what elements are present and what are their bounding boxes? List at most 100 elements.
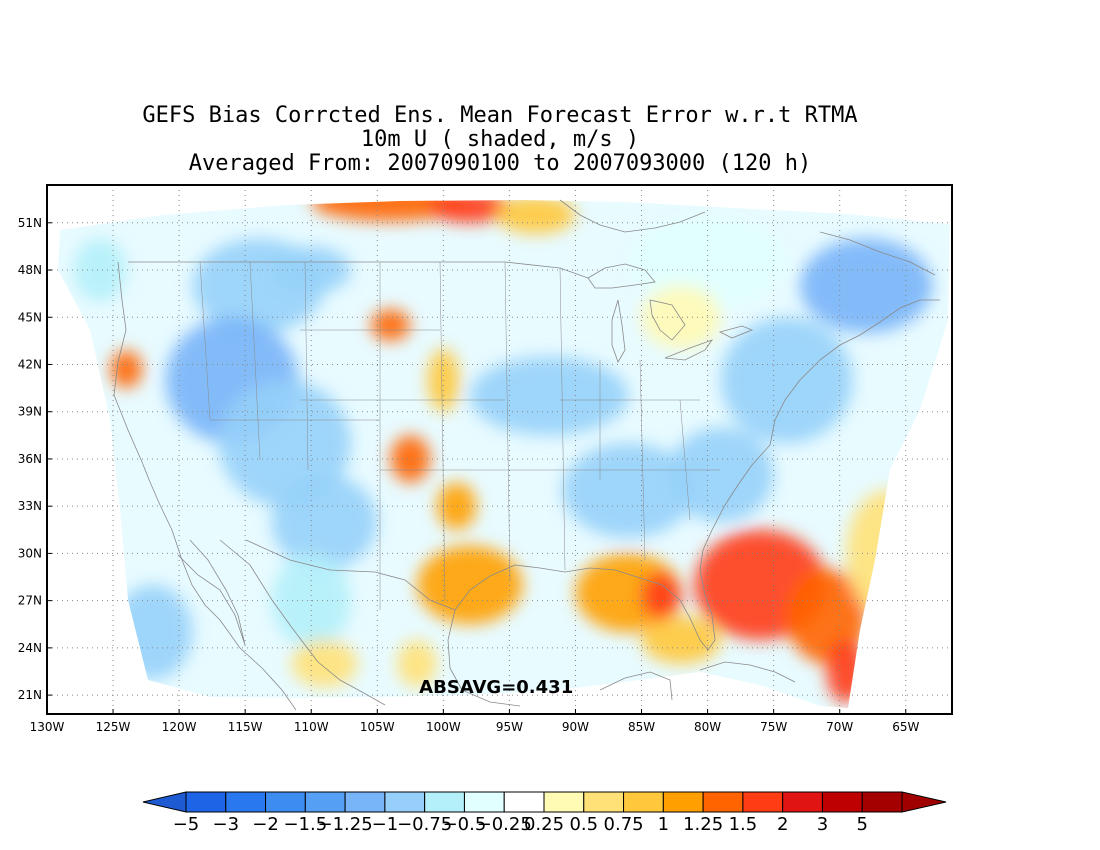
colorbar-swatch-6 [424, 791, 465, 813]
colorbar-label-17: 5 [856, 814, 867, 835]
lat-tick-9: 48N [18, 263, 42, 277]
colorbar-label-7: −0.5 [443, 814, 487, 835]
colorbar-swatch-16 [821, 791, 863, 813]
title-line-2: 10m U ( shaded, m/s ) [360, 127, 640, 152]
yucatan [599, 671, 673, 701]
colorbar-label-11: 0.75 [604, 814, 644, 835]
colorbar-swatch-13 [702, 791, 744, 813]
lat-tick-8: 45N [18, 310, 42, 324]
field-region-28 [641, 616, 721, 664]
cuba [699, 661, 796, 683]
field-region-18 [397, 640, 437, 688]
colorbar-label-1: −3 [213, 814, 240, 835]
lat-tick-2: 27N [18, 594, 42, 608]
colorbar-label-8: −0.25 [477, 814, 532, 835]
colorbar-swatch-15 [782, 791, 823, 813]
mexico-pacific [317, 661, 386, 706]
field-region-21 [667, 427, 774, 522]
field-region-0 [311, 200, 470, 222]
colorbar-label-16: 3 [817, 814, 828, 835]
colorbar: −5 −3 −2 −1.5−1.25−1−0.75−0.5−0.250.25 0.5 0.… [142, 791, 947, 835]
latitude-axis: 21N 24N 27N 30N 33N 36N 39N 42N 45N 48N 51N [18, 216, 52, 702]
lat-tick-7: 42N [18, 357, 42, 371]
lat-tick-5: 36N [18, 452, 42, 466]
colorbar-swatch-2 [265, 791, 306, 813]
atlantic-coast [711, 299, 940, 531]
lon-tick-5: 105W [360, 720, 395, 734]
colorbar-label-15: 2 [777, 814, 788, 835]
colorbar-label-9: 0.25 [524, 814, 564, 835]
lon-tick-8: 90W [562, 720, 589, 734]
lon-tick-13: 65W [892, 720, 919, 734]
field-region-8 [271, 474, 378, 570]
colorbar-swatch-8 [503, 791, 545, 813]
field-region-13 [390, 435, 431, 483]
lon-tick-9: 85W [628, 720, 655, 734]
colorbar-swatch-9 [543, 791, 585, 813]
colorbar-swatch-1 [225, 791, 267, 813]
lon-tick-10: 80W [694, 720, 721, 734]
field-region-23 [800, 238, 933, 333]
colorbar-label-2: −2 [252, 814, 279, 835]
lon-tick-2: 120W [162, 720, 197, 734]
lat-tick-0: 21N [18, 688, 42, 702]
border-us-mexico [245, 539, 456, 611]
lon-tick-12: 70W [826, 720, 853, 734]
lat-tick-4: 33N [18, 499, 42, 513]
colorbar-swatch-3 [304, 791, 346, 813]
field-region-17 [291, 640, 358, 688]
colorbar-swatch-4 [344, 791, 386, 813]
title-line-1: GEFS Bias Corrcted Ens. Mean Forecast Er… [142, 103, 858, 128]
lon-tick-6: 100W [426, 720, 461, 734]
field-region-20 [562, 443, 695, 538]
colorbar-swatch-11 [623, 791, 664, 813]
colorbar-swatch-7 [463, 791, 505, 813]
colorbar-label-4: −1.25 [318, 814, 373, 835]
absavg-annotation: ABSAVG=0.431 [419, 677, 573, 698]
lat-tick-6: 39N [18, 405, 42, 419]
colorbar-label-14: 1.5 [729, 814, 758, 835]
field-region-16 [416, 545, 523, 625]
field-region-30 [786, 569, 867, 664]
lon-tick-3: 115W [228, 720, 263, 734]
lon-tick-4: 110W [294, 720, 329, 734]
lake-huron [649, 299, 686, 341]
lake-erie [664, 339, 714, 361]
field-region-25 [641, 285, 721, 349]
colorbar-label-12: 1 [658, 814, 669, 835]
lake-superior [587, 263, 656, 289]
lon-tick-1: 125W [96, 720, 131, 734]
map-frame [46, 184, 953, 715]
canada-east [819, 231, 936, 276]
field-region-15 [436, 482, 477, 530]
longitude-axis: 130W 125W 120W 115W 110W 105W 100W 95W 90W 85W 80W… [30, 709, 919, 734]
field-region-3 [73, 238, 127, 302]
colorbar-swatch-14 [742, 791, 784, 813]
colorbar-swatch-0 [185, 791, 227, 813]
lon-tick-7: 95W [496, 720, 523, 734]
lake-michigan [611, 299, 626, 363]
mexico-gulf-coast [447, 609, 521, 707]
colorbar-label-10: 0.5 [569, 814, 598, 835]
lon-tick-0: 130W [30, 720, 65, 734]
colorbar-low-triangle [142, 791, 187, 813]
colorbar-label-6: −0.75 [397, 814, 452, 835]
lat-tick-1: 24N [18, 641, 42, 655]
state-lines [199, 261, 720, 610]
field-region-1 [430, 200, 510, 223]
field-region-22 [720, 317, 853, 444]
field-region-24 [628, 214, 787, 310]
lon-tick-11: 75W [760, 720, 787, 734]
colorbar-label-5: −1 [372, 814, 399, 835]
colorbar-swatch-12 [662, 791, 704, 813]
grid-lines [47, 185, 952, 714]
colorbar-swatch-10 [583, 791, 625, 813]
lake-ontario [718, 325, 754, 339]
field-region-12 [370, 309, 411, 341]
gulf-coast [454, 529, 716, 651]
colorbar-swatch-5 [384, 791, 426, 813]
lat-tick-10: 51N [18, 216, 42, 230]
field-region-19 [469, 356, 629, 436]
colorbar-label-0: −5 [173, 814, 200, 835]
